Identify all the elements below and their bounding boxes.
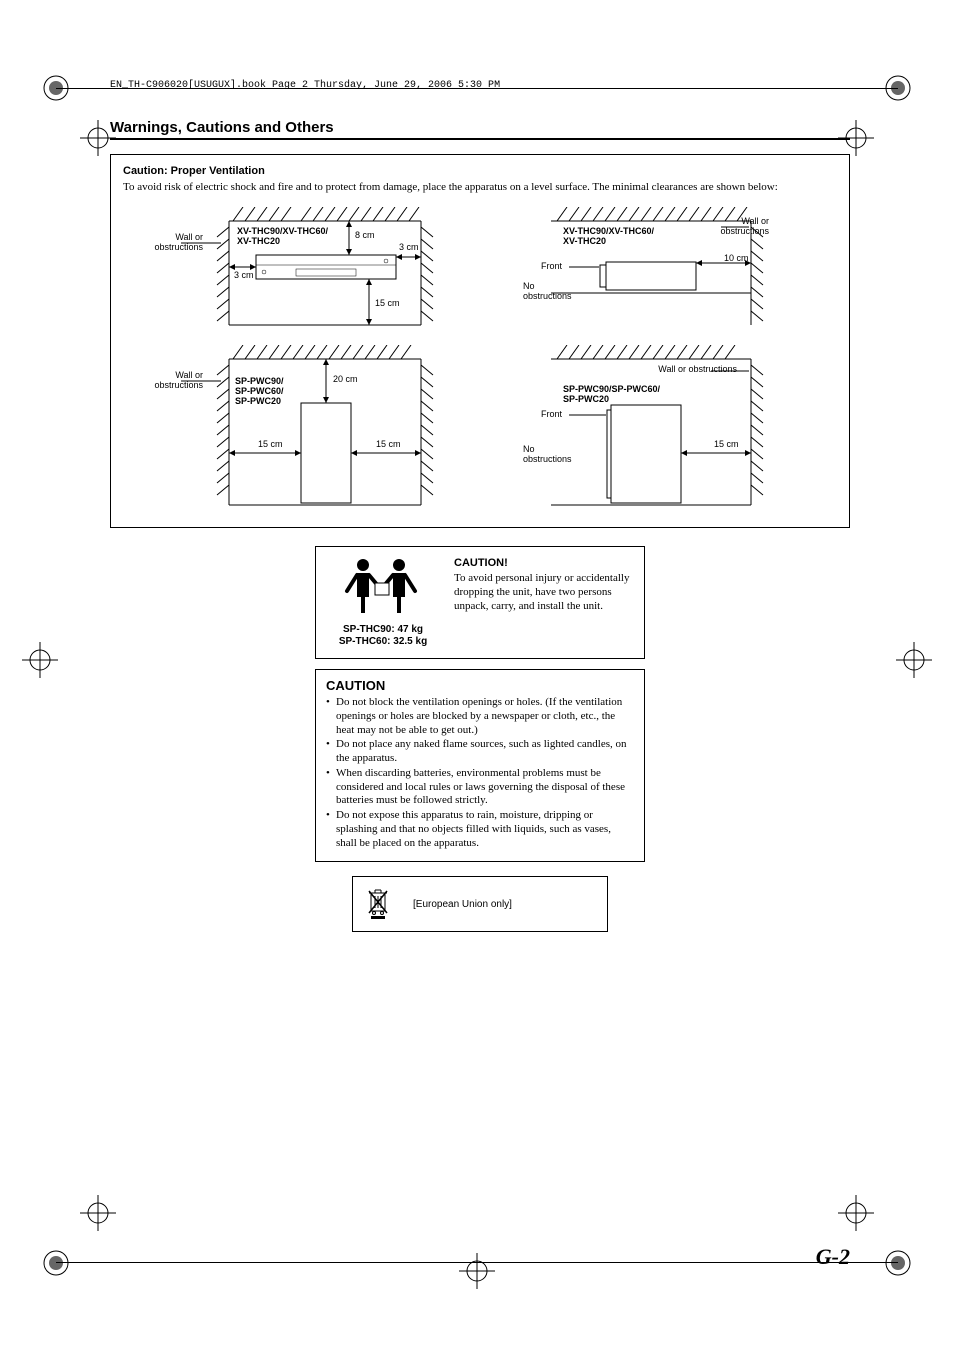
cut-line-top (56, 88, 898, 89)
caution-item: When discarding batteries, environmental… (326, 767, 634, 808)
caution-heading: CAUTION! (454, 557, 632, 569)
wall-label: Wall or obstructions (617, 365, 737, 375)
weee-bin-icon (367, 889, 389, 919)
product-label: XV-THC90/XV-THC60/ XV-THC20 (237, 227, 328, 247)
front-label: Front (541, 410, 562, 420)
ventilation-text: To avoid risk of electric shock and fire… (123, 181, 837, 195)
reg-mark-br (878, 1243, 918, 1283)
clearance-top: 8 cm (355, 231, 375, 241)
caution-item: Do not expose this apparatus to rain, mo… (326, 809, 634, 850)
two-people-icon (333, 557, 433, 615)
product-label: SP-PWC90/ SP-PWC60/ SP-PWC20 (235, 377, 284, 407)
reg-cross-ml (20, 640, 60, 680)
wall-label: Wall or obstructions (143, 233, 203, 253)
caution-text: To avoid personal injury or accidentally… (454, 572, 632, 613)
diagram-sp-side: Wall or obstructions SP-PWC90/SP-PWC60/ … (491, 345, 811, 515)
cut-line-bottom (56, 1262, 898, 1263)
front-label: Front (541, 262, 562, 272)
diagram-xv-side: XV-THC90/XV-THC60/ XV-THC20 Wall or obst… (491, 207, 811, 337)
clearance-right: 10 cm (724, 254, 749, 264)
clearance-left: 3 cm (234, 271, 254, 281)
diagram-xv-front: Wall or obstructions XV-THC90/XV-THC60/ … (121, 207, 441, 337)
product-label: XV-THC90/XV-THC60/ XV-THC20 (563, 227, 654, 247)
eu-note-box: [European Union only] (352, 876, 608, 932)
weight-spec: SP-THC90: 47 kg SP-THC60: 32.5 kg (328, 624, 438, 648)
reg-mark-bl (36, 1243, 76, 1283)
clearance-top: 20 cm (333, 375, 358, 385)
clearance-right: 15 cm (376, 440, 401, 450)
diagram-sp-front: Wall or obstructions SP-PWC90/ SP-PWC60/… (121, 345, 441, 515)
print-header: EN_TH-C906020[USUGUX].book Page 2 Thursd… (110, 80, 850, 91)
clearance-left: 15 cm (258, 440, 283, 450)
reg-cross-mr (894, 640, 934, 680)
clearance-right: 15 cm (714, 440, 739, 450)
wall-label: Wall or obstructions (719, 217, 769, 237)
clearance-bottom: 15 cm (375, 299, 400, 309)
page-number: G-2 (816, 1244, 850, 1270)
clearance-right: 3 cm (399, 243, 419, 253)
product-label: SP-PWC90/SP-PWC60/ SP-PWC20 (563, 385, 660, 405)
ventilation-title: Caution: Proper Ventilation (123, 165, 837, 177)
no-obs-label: No obstructions (523, 445, 572, 465)
no-obs-label: No obstructions (523, 282, 572, 302)
wall-label: Wall or obstructions (143, 371, 203, 391)
ventilation-box: Caution: Proper Ventilation To avoid ris… (110, 154, 850, 528)
caution-list-heading: CAUTION (326, 678, 634, 693)
caution-item: Do not place any naked flame sources, su… (326, 738, 634, 766)
eu-note-text: [European Union only] (413, 899, 512, 910)
caution-item: Do not block the ventilation openings or… (326, 696, 634, 737)
two-person-caution: SP-THC90: 47 kg SP-THC60: 32.5 kg CAUTIO… (315, 546, 645, 659)
caution-list: CAUTION Do not block the ventilation ope… (315, 669, 645, 862)
section-title: Warnings, Cautions and Others (110, 119, 850, 140)
